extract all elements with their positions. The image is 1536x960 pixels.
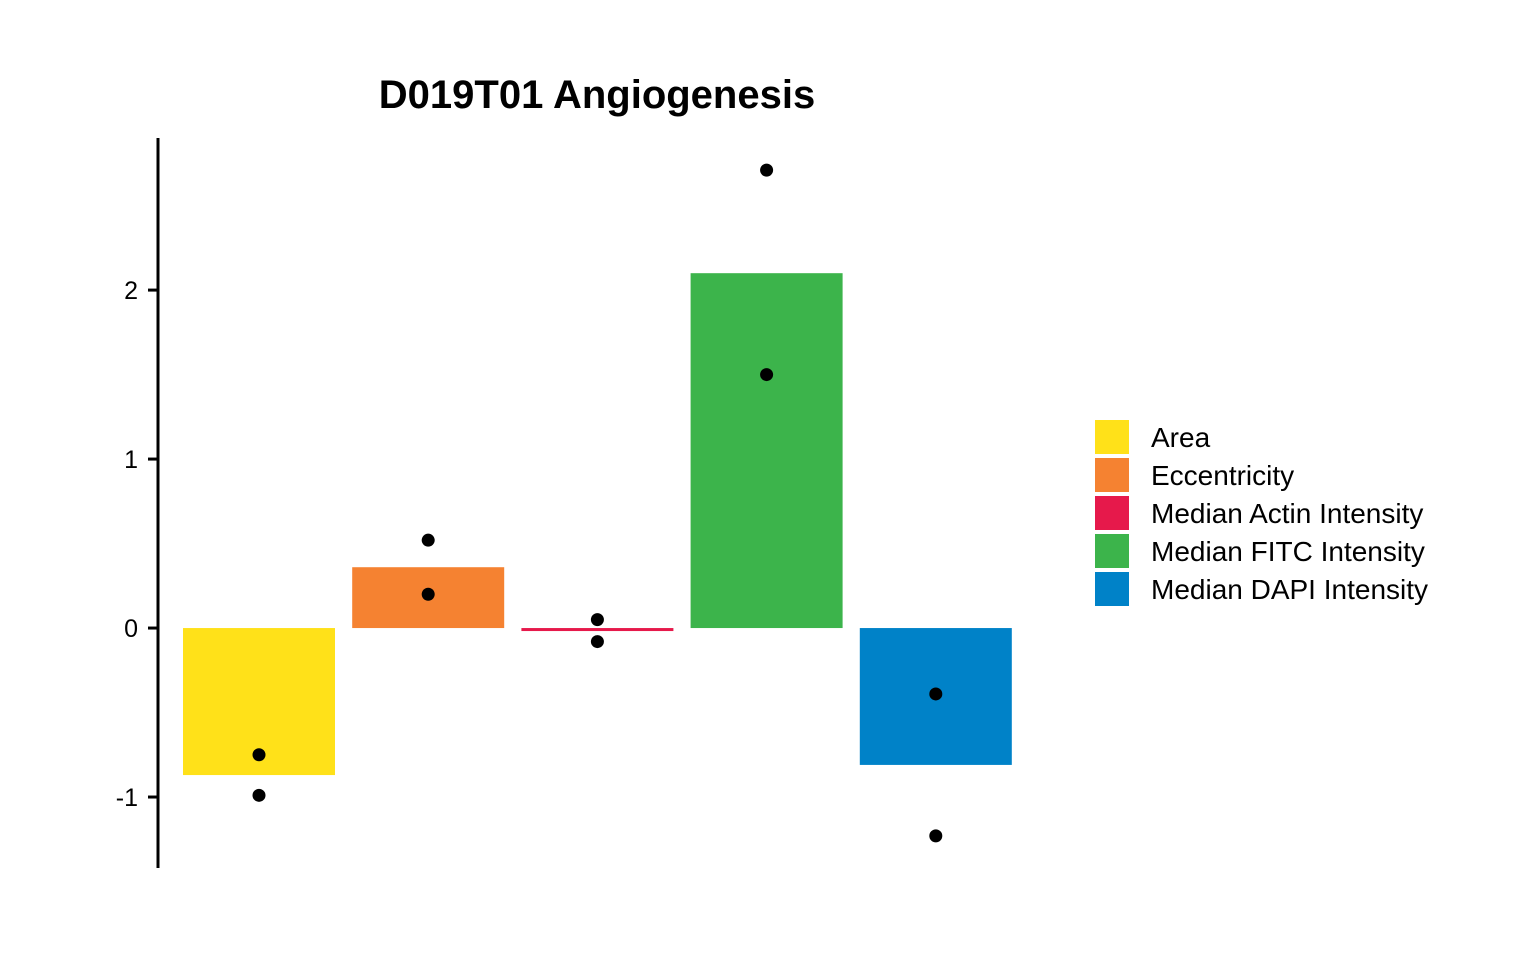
chart-title: D019T01 Angiogenesis — [379, 73, 815, 117]
data-point-4-1 — [760, 163, 774, 177]
bar-4 — [690, 273, 843, 629]
legend-label-1: Area — [1151, 422, 1211, 453]
y-axis: -1 0 1 2 — [116, 138, 160, 868]
legend-key-2 — [1095, 458, 1129, 492]
data-point-4-2 — [760, 368, 774, 382]
y-tick-label: 0 — [124, 615, 138, 643]
data-point-3-1 — [590, 613, 604, 627]
legend-key-1 — [1095, 420, 1129, 454]
data-point-5-2 — [929, 829, 943, 843]
legend-label-3: Median Actin Intensity — [1151, 498, 1423, 529]
legend-key-5 — [1095, 572, 1129, 606]
bars — [183, 273, 1012, 776]
y-tick-label: 1 — [124, 446, 138, 474]
y-tick-label: -1 — [116, 784, 138, 812]
data-point-5-1 — [929, 687, 943, 701]
legend-label-4: Median FITC Intensity — [1151, 536, 1425, 567]
legend-key-4 — [1095, 534, 1129, 568]
data-point-1-2 — [252, 788, 266, 802]
legend: Area Eccentricity Median Actin Intensity Me… — [1095, 420, 1428, 606]
legend-label-2: Eccentricity — [1151, 460, 1294, 491]
data-point-1-1 — [252, 748, 266, 762]
data-point-2-2 — [421, 587, 435, 601]
data-point-2-1 — [421, 533, 435, 547]
points — [252, 163, 943, 843]
bar-3 — [521, 628, 674, 632]
legend-label-5: Median DAPI Intensity — [1151, 574, 1428, 605]
y-tick-label: 2 — [124, 277, 138, 305]
legend-key-3 — [1095, 496, 1129, 530]
data-point-3-2 — [590, 635, 604, 649]
